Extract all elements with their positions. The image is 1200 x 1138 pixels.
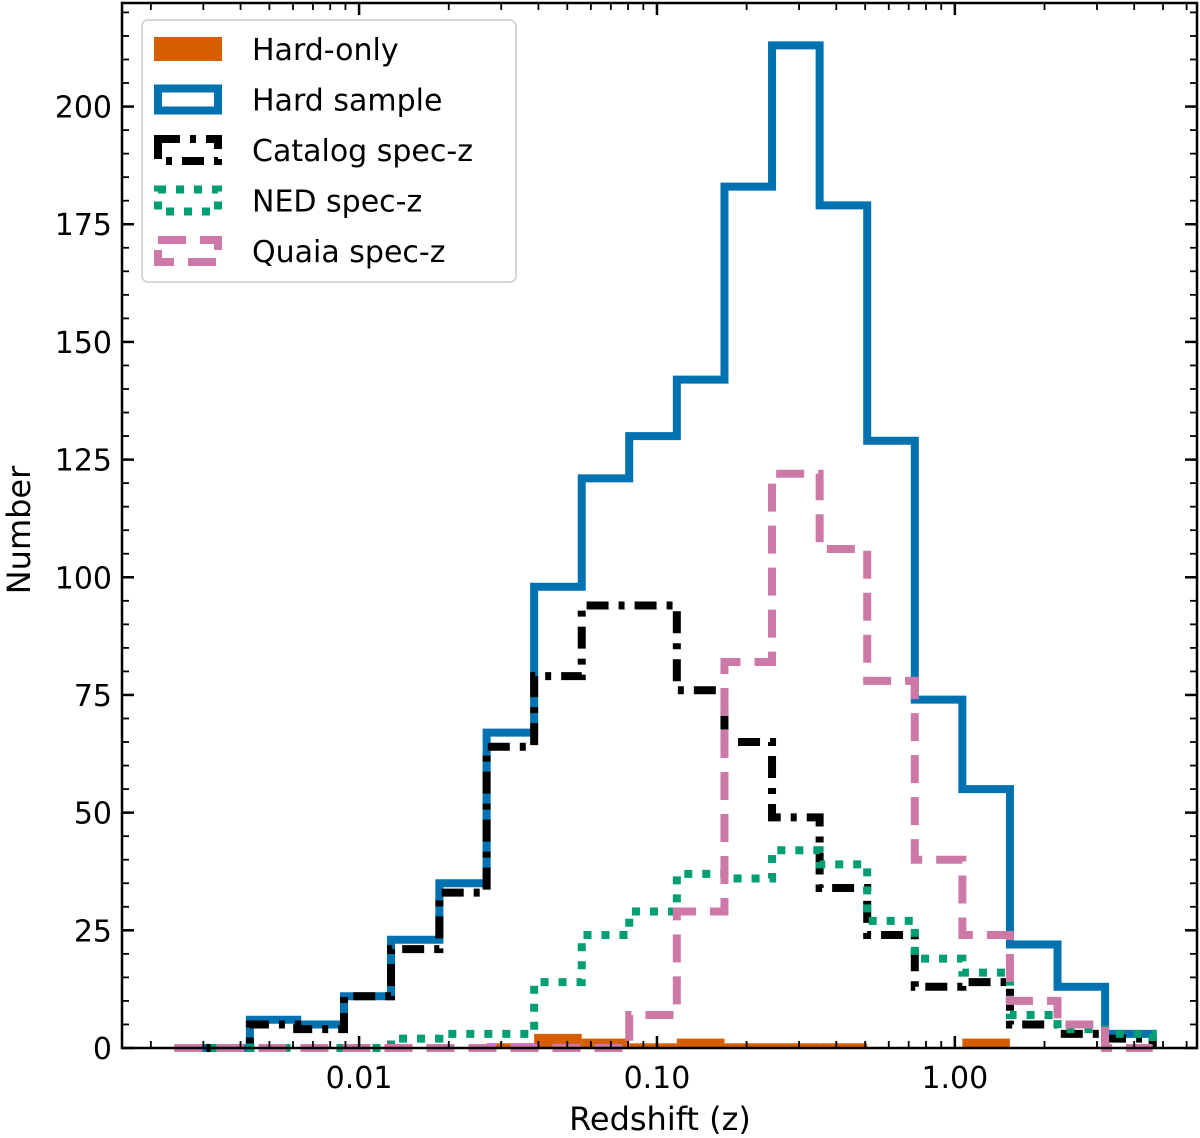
hard-sample-series bbox=[174, 41, 1157, 1052]
legend: Hard-only Hard sample Catalog spec-z NED sp… bbox=[141, 19, 517, 283]
hard-sample-step-line bbox=[174, 41, 1157, 1052]
x-axis-label: Redshift (z) bbox=[569, 1100, 751, 1138]
y-tick-label: 50 bbox=[74, 797, 112, 832]
hard-only-legend-label: Hard-only bbox=[252, 33, 399, 68]
quaia-spec-z-legend-swatch bbox=[154, 236, 222, 266]
y-tick-label: 150 bbox=[55, 326, 112, 361]
legend-frame bbox=[141, 19, 517, 283]
ned-spec-z-series bbox=[174, 846, 1157, 1052]
y-tick-label: 75 bbox=[74, 679, 112, 714]
hard-only-bar bbox=[676, 1038, 725, 1048]
hard-only-bar bbox=[772, 1043, 820, 1048]
ned-spec-z-legend-swatch bbox=[154, 185, 222, 216]
catalog-spec-z-legend-label: Catalog spec-z bbox=[252, 134, 473, 169]
catalog-spec-z-legend-swatch bbox=[154, 135, 222, 165]
x-tick-label: 0.10 bbox=[624, 1061, 691, 1096]
catalog-spec-z-series bbox=[174, 601, 1157, 1052]
y-tick-label: 0 bbox=[93, 1032, 112, 1067]
y-tick-label: 200 bbox=[55, 91, 112, 126]
y-axis-label: Number bbox=[0, 465, 38, 594]
y-tick-label: 125 bbox=[55, 444, 112, 479]
hard-only-bar bbox=[962, 1038, 1010, 1048]
ned-spec-z-legend-label: NED spec-z bbox=[252, 185, 422, 220]
hard-only-bar bbox=[581, 1038, 630, 1048]
ned-spec-z-step-line bbox=[174, 846, 1157, 1052]
hard-only-series bbox=[486, 1033, 1010, 1048]
hard-only-bar bbox=[724, 1043, 773, 1048]
y-tick-label: 100 bbox=[55, 561, 112, 596]
hard-sample-legend-label: Hard sample bbox=[252, 84, 442, 119]
catalog-spec-z-step-line bbox=[174, 601, 1157, 1052]
hard-only-bar bbox=[629, 1043, 677, 1048]
quaia-spec-z-series bbox=[174, 469, 1153, 1052]
quaia-spec-z-step-line bbox=[174, 469, 1153, 1052]
quaia-spec-z-legend-label: Quaia spec-z bbox=[252, 235, 445, 270]
ticks-layer: 0 25 50 75 100 125 150 175 200 0.01 0.10 1.00 bbox=[55, 3, 1197, 1096]
x-tick-label: 0.01 bbox=[326, 1061, 393, 1096]
hard-only-bar bbox=[819, 1043, 868, 1048]
hard-sample-legend-swatch bbox=[154, 84, 222, 115]
y-tick-label: 25 bbox=[74, 914, 112, 949]
x-tick-label: 1.00 bbox=[921, 1061, 988, 1096]
y-tick-label: 175 bbox=[55, 208, 112, 243]
hard-only-bar bbox=[486, 1043, 535, 1048]
plot-frame bbox=[120, 1, 1199, 1050]
hard-only-legend-swatch bbox=[154, 37, 222, 61]
